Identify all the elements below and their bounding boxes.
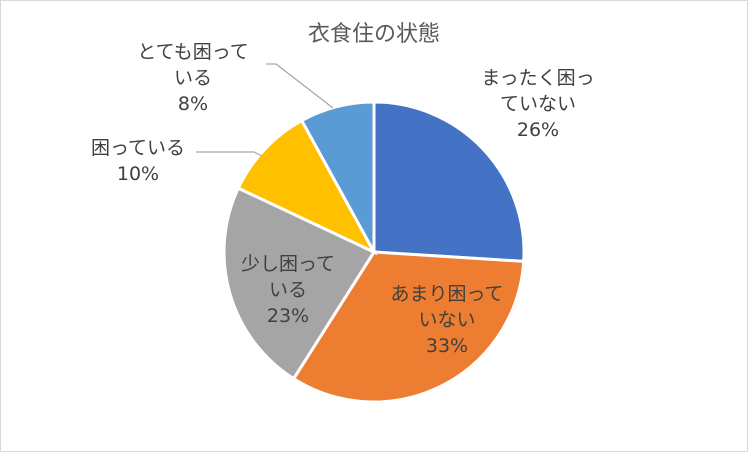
leader-line-5 bbox=[266, 63, 334, 109]
leader-line-4 bbox=[196, 151, 263, 157]
slice-label-line: まったく困っ bbox=[481, 67, 594, 89]
chart-title: 衣食住の状態 bbox=[307, 22, 440, 47]
slice-label-line: 困っている bbox=[91, 137, 185, 159]
pie-slice-4 bbox=[236, 118, 378, 256]
slice-label-2: あまり困っていない 33% bbox=[390, 283, 503, 357]
slice-percent: 23% bbox=[267, 305, 309, 327]
slice-label-line: とても困って bbox=[137, 41, 249, 63]
slice-percent: 26% bbox=[517, 119, 559, 141]
slice-label-5: とても困っている 8% bbox=[137, 41, 249, 115]
slice-label-line: あまり困って bbox=[390, 283, 503, 305]
slice-label-line: いる bbox=[269, 279, 307, 301]
slice-label-1: まったく困っていない 26% bbox=[481, 67, 594, 141]
pie-slice-1 bbox=[372, 100, 526, 264]
slice-percent: 8% bbox=[178, 93, 208, 115]
slice-label-3: 少し困っている 23% bbox=[241, 253, 335, 327]
slice-percent: 10% bbox=[117, 163, 159, 185]
slice-label-4: 困っている 10% bbox=[91, 137, 185, 185]
slice-label-line: いない bbox=[418, 309, 475, 331]
slice-label-line: ていない bbox=[500, 93, 576, 115]
slice-percent: 33% bbox=[426, 335, 468, 357]
pie-slices bbox=[222, 100, 526, 404]
slice-label-line: いる bbox=[174, 67, 212, 89]
pie-slice-5 bbox=[299, 100, 376, 253]
slice-label-line: 少し困って bbox=[241, 253, 335, 275]
